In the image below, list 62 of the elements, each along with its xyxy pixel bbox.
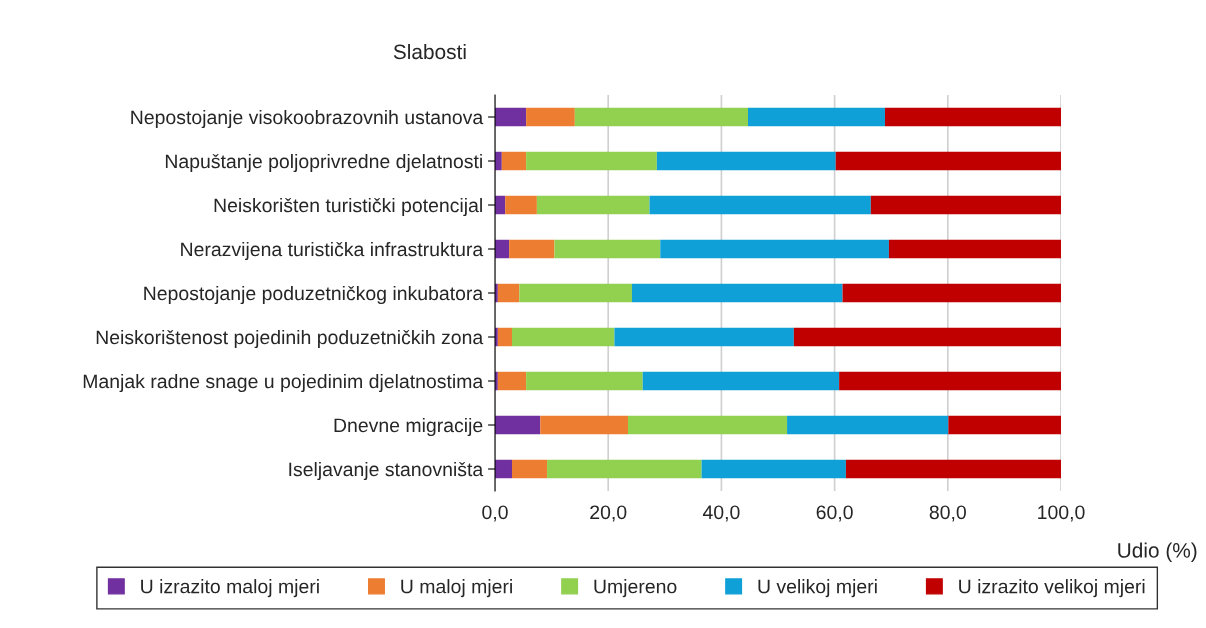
bar [505, 195, 537, 215]
x-tick-label: 60,0 [816, 505, 853, 522]
y-tick-label: Manjak radne snage u pojedinim djelatnostima [83, 373, 484, 393]
x-tick-label: 40,0 [702, 505, 740, 522]
bar [509, 239, 555, 259]
bar [511, 459, 548, 479]
x-tick-label: 100,0 [1038, 505, 1085, 522]
y-axis-title: Slabosti [393, 43, 466, 60]
bar [835, 151, 1061, 171]
bar [748, 107, 885, 127]
bar [888, 239, 1061, 259]
bar [839, 371, 1061, 391]
bar [519, 283, 632, 303]
y-tick-label: Dnevne migracije [334, 417, 483, 437]
bar [660, 239, 889, 259]
bar [614, 327, 794, 347]
x-tick-label: 80,0 [929, 505, 966, 522]
y-tick-label: Iseljavanje stanovništa [289, 461, 484, 481]
bar [628, 415, 788, 435]
y-tick-label: Nepostojanje poduzetničkog inkubatora [144, 285, 484, 305]
bar [842, 283, 1061, 303]
y-tick-label: Neiskorišten turistički potencijal [214, 197, 482, 217]
bar [649, 195, 871, 215]
bar [495, 239, 510, 259]
legend-label: U izrazito maloj mjeri [141, 579, 319, 598]
bar [845, 459, 1061, 479]
y-tick-label: Neiskorištenost pojedinih poduzetničkih zona [96, 329, 484, 349]
legend-label: U izrazito velikoj mjeri [959, 579, 1145, 598]
y-tick-label: Napuštanje poljoprivredne djelatnosti [165, 153, 482, 173]
bar [540, 415, 629, 435]
x-tick-label: 0,0 [482, 505, 508, 522]
bar [495, 459, 512, 479]
y-tick-label: Nerazvijena turistička infrastruktura [181, 241, 484, 261]
bar [495, 107, 527, 127]
bar [497, 327, 512, 347]
bar [631, 283, 843, 303]
y-tick-label: Nepostojanje visokoobrazovnih ustanova [131, 109, 484, 129]
bar [526, 107, 575, 127]
bar [497, 371, 527, 391]
bar [642, 371, 840, 391]
bar [701, 459, 846, 479]
bar [793, 327, 1061, 347]
bar [526, 371, 643, 391]
bar [526, 151, 657, 171]
bar [547, 459, 702, 479]
bar [574, 107, 748, 127]
bar [497, 283, 520, 303]
x-axis-title: Udio (%) [1118, 542, 1197, 562]
bar [536, 195, 650, 215]
x-tick-label: 20,0 [590, 505, 627, 522]
bar [511, 327, 615, 347]
bar [656, 151, 836, 171]
bar [554, 239, 661, 259]
legend-label: Umjereno [594, 579, 677, 598]
bar [495, 415, 541, 435]
legend-label: U velikoj mjeri [758, 579, 877, 598]
legend-label: U maloj mjeri [401, 579, 512, 598]
bar [948, 415, 1061, 435]
bar [884, 107, 1061, 127]
bar [870, 195, 1061, 215]
bar [501, 151, 527, 171]
bar [787, 415, 949, 435]
